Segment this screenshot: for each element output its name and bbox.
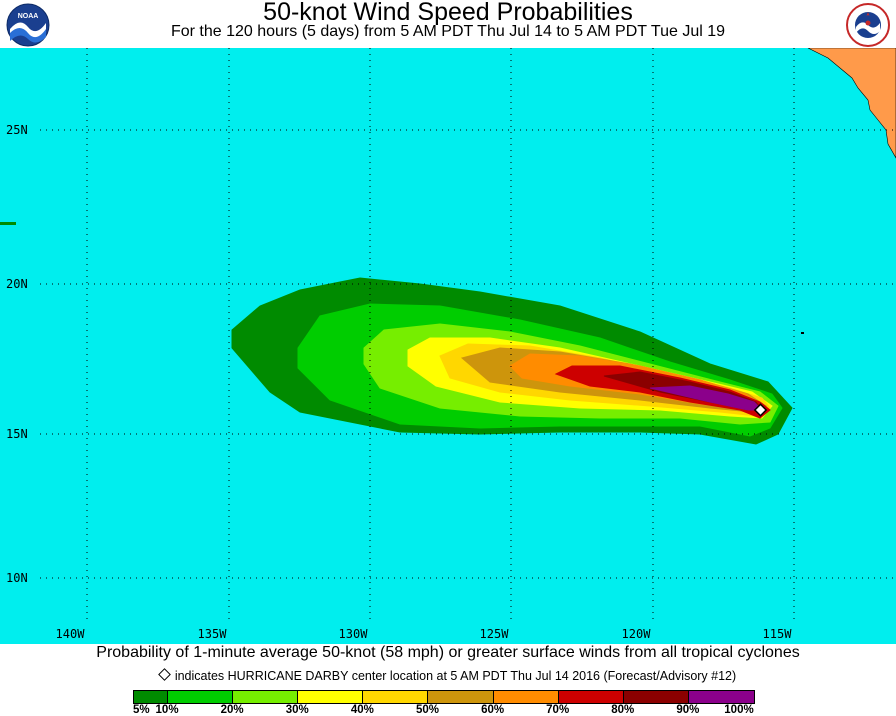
legend-cell-50 [428, 691, 494, 703]
legend-cell-10 [168, 691, 234, 703]
lon-label-115w: 115W [763, 627, 793, 641]
map-subtitle: For the 120 hours (5 days) from 5 AM PDT… [170, 23, 726, 40]
legend-label-30: 30% [285, 704, 309, 716]
lon-label-125w: 125W [480, 627, 510, 641]
small-island [801, 332, 804, 334]
legend-label-70: 70% [546, 704, 570, 716]
legend-cell-20 [233, 691, 299, 703]
legend-label-40: 40% [350, 704, 374, 716]
footer: Probability of 1-minute average 50-knot … [0, 644, 896, 716]
noaa-logo: NOAA [6, 3, 50, 47]
lon-label-130w: 130W [339, 627, 369, 641]
center-note-text: indicates HURRICANE DARBY center locatio… [174, 669, 737, 683]
hawaii-sliver [0, 222, 16, 225]
map-title: 50-knot Wind Speed Probabilities [263, 0, 633, 26]
probability-legend-bar [133, 690, 755, 704]
graticule [40, 48, 896, 624]
legend-label-80: 80% [611, 704, 635, 716]
lat-label-20n: 20N [6, 277, 28, 291]
legend-label-60: 60% [481, 704, 505, 716]
legend-cell-5 [134, 691, 169, 703]
lat-label-25n: 25N [6, 123, 28, 137]
probability-map: 25N 20N 15N 10N 140W 135W 130W 125W 120W… [0, 48, 896, 644]
header: NOAA 50-knot Wind Speed Probabilities Fo… [0, 0, 896, 48]
lon-label-135w: 135W [198, 627, 228, 641]
lon-label-140w: 140W [56, 627, 86, 641]
legend-label-20: 20% [220, 704, 244, 716]
legend-cell-80 [623, 691, 689, 703]
diamond-icon [157, 668, 171, 681]
map-area: 25N 20N 15N 10N 140W 135W 130W 125W 120W… [0, 48, 896, 644]
legend-cell-90 [688, 691, 754, 703]
legend-label-50: 50% [415, 704, 439, 716]
map-caption: Probability of 1-minute average 50-knot … [96, 644, 800, 661]
legend-label-100: 100% [724, 704, 754, 716]
lon-label-120w: 120W [622, 627, 652, 641]
legend-cell-60 [493, 691, 559, 703]
lat-label-15n: 15N [6, 427, 28, 441]
legend-label-5: 5% [133, 704, 150, 716]
legend-label-90: 90% [676, 704, 700, 716]
mexico-coast [807, 48, 896, 159]
legend-cell-70 [558, 691, 624, 703]
lat-label-10n: 10N [6, 571, 28, 585]
legend-cell-40 [363, 691, 429, 703]
nws-logo [846, 3, 890, 47]
legend-cell-30 [298, 691, 364, 703]
storm-center-marker [753, 403, 768, 417]
legend-label-10: 10% [155, 704, 179, 716]
svg-text:NOAA: NOAA [18, 13, 39, 20]
center-location-note: indicates HURRICANE DARBY center locatio… [0, 668, 896, 684]
